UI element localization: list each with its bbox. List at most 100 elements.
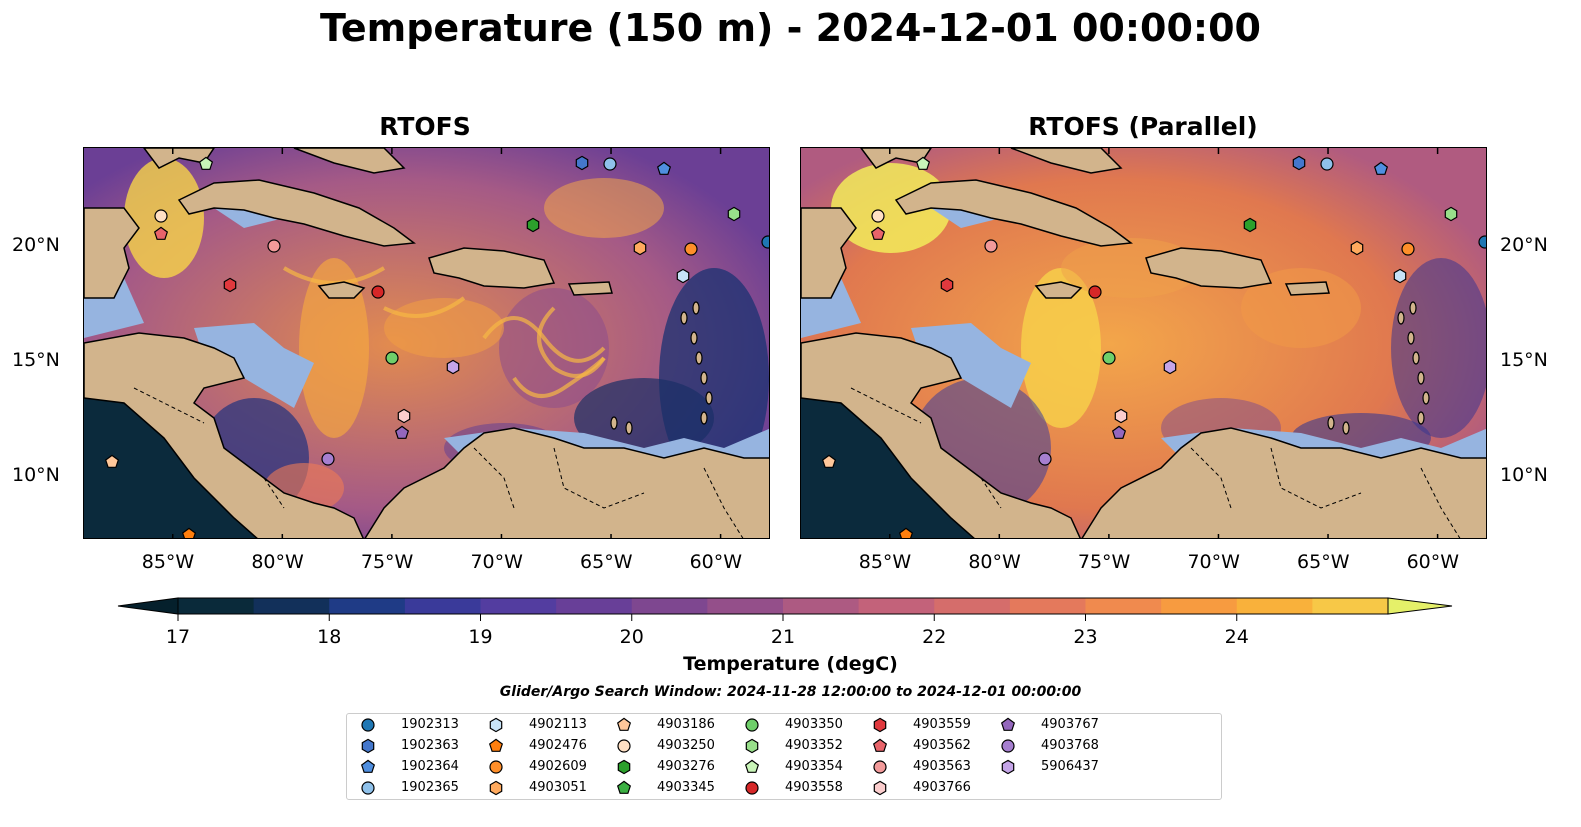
- colorbar-segment: [1161, 598, 1238, 614]
- float-marker: [821, 454, 837, 468]
- colorbar-segment: [707, 598, 784, 614]
- map-panel-rtofs: [83, 147, 770, 539]
- colorbar-tick-label: 17: [165, 626, 191, 648]
- legend-marker-icon: [872, 738, 888, 752]
- float-marker: [684, 242, 698, 256]
- jamaica-land: [317, 281, 366, 299]
- colorbar-segment: [1312, 598, 1389, 614]
- legend: 1902313 1902363 1902364 1902365 4902113 49024…: [346, 713, 1222, 800]
- float-marker: [397, 408, 411, 424]
- legend-marker-icon: [489, 780, 503, 796]
- country-border: [703, 467, 744, 538]
- legend-marker: [745, 738, 759, 754]
- country-border: [980, 477, 1002, 509]
- lesser-antilles-island: [692, 301, 700, 315]
- lon-tick-label: 65°W: [580, 551, 633, 573]
- figure-title: Temperature (150 m) - 2024-12-01 00:00:0…: [319, 6, 1261, 50]
- float-marker: [321, 452, 335, 466]
- colorbar-segment: [556, 598, 633, 614]
- lesser-antilles-island: [700, 411, 708, 425]
- legend-marker-icon: [489, 760, 503, 774]
- legend-marker: [616, 717, 632, 731]
- legend-label: 4903352: [785, 738, 843, 753]
- colorbar-tick-label: 18: [317, 626, 342, 648]
- lesser-antilles-island: [1397, 311, 1405, 325]
- florida-land: [143, 148, 215, 169]
- float-marker: [181, 527, 197, 538]
- float-marker: [761, 235, 769, 249]
- lon-tick-label: 80°W: [968, 551, 1021, 573]
- float-marker: [153, 226, 169, 240]
- lesser-antilles-island: [695, 351, 703, 365]
- float-marker: [198, 156, 214, 170]
- colorbar-tick-label: 21: [770, 626, 796, 648]
- colorbar-segment: [858, 598, 935, 614]
- lesser-antilles-island: [1407, 331, 1415, 345]
- float-marker: [394, 425, 410, 439]
- legend-label: 4903186: [657, 717, 715, 732]
- float-marker: [1038, 452, 1052, 466]
- legend-label: 4903563: [913, 759, 971, 774]
- legend-marker: [873, 717, 887, 733]
- temperature-anomaly: [384, 298, 504, 358]
- legend-label: 4903559: [913, 717, 971, 732]
- temperature-anomaly: [1391, 258, 1486, 438]
- lon-tick-label: 80°W: [251, 551, 304, 573]
- colorbar-tick-label: 19: [468, 626, 493, 648]
- lat-tick-label: 15°N: [12, 348, 60, 371]
- lat-tick-label: 10°N: [1500, 463, 1548, 486]
- legend-marker-icon: [873, 760, 887, 774]
- colorbar-segment: [1009, 598, 1086, 614]
- country-border: [553, 447, 645, 509]
- legend-marker: [873, 760, 887, 774]
- continental-shelf: [194, 323, 314, 408]
- colorbar-tick-label: 20: [619, 626, 644, 648]
- legend-label: 4903558: [785, 780, 843, 795]
- colorbar-tick-label: 24: [1224, 626, 1249, 648]
- legend-marker: [489, 780, 503, 796]
- colorbar-tick-label: 23: [1073, 626, 1098, 648]
- float-marker: [870, 226, 886, 240]
- legend-marker-icon: [617, 759, 631, 775]
- map-panel-rtofs-parallel: [800, 147, 1487, 539]
- legend-marker-icon: [873, 780, 887, 796]
- float-marker: [1478, 235, 1486, 249]
- lesser-antilles-island: [1342, 421, 1350, 435]
- legend-marker-icon: [489, 717, 503, 733]
- legend-marker: [489, 717, 503, 733]
- lesser-antilles-island: [690, 331, 698, 345]
- legend-marker: [1001, 739, 1015, 753]
- legend-marker: [1000, 717, 1016, 731]
- float-marker: [526, 217, 540, 233]
- lat-tick-label: 20°N: [12, 233, 60, 256]
- lesser-antilles-island: [1422, 391, 1430, 405]
- float-marker: [1292, 155, 1306, 171]
- colorbar-segment: [1085, 598, 1162, 614]
- lon-tick-label: 85°W: [858, 551, 912, 573]
- bahamas-land: [1010, 148, 1123, 174]
- float-marker: [1088, 285, 1102, 299]
- float-marker: [633, 240, 647, 256]
- float-marker: [1401, 242, 1415, 256]
- legend-label: 4903766: [913, 780, 971, 795]
- legend-label: 4902476: [529, 738, 587, 753]
- eddy-filament: [383, 296, 466, 318]
- float-marker: [1102, 351, 1116, 365]
- legend-marker: [488, 738, 504, 752]
- legend-marker-icon: [488, 738, 504, 752]
- legend-label: 1902313: [401, 717, 459, 732]
- legend-marker: [361, 781, 375, 795]
- colorbar-segment: [329, 598, 406, 614]
- temperature-anomaly: [1241, 268, 1361, 348]
- legend-marker: [745, 781, 759, 795]
- temperature-anomaly: [1021, 268, 1101, 428]
- colorbar-label: Temperature (degC): [683, 653, 898, 675]
- legend-marker-icon: [361, 718, 375, 732]
- lesser-antilles-island: [610, 416, 618, 430]
- legend-marker-icon: [1001, 759, 1015, 775]
- legend-marker: [489, 760, 503, 774]
- float-marker: [154, 209, 168, 223]
- central-america-land: [84, 207, 140, 299]
- legend-label: 4903768: [1041, 738, 1099, 753]
- legend-marker: [745, 718, 759, 732]
